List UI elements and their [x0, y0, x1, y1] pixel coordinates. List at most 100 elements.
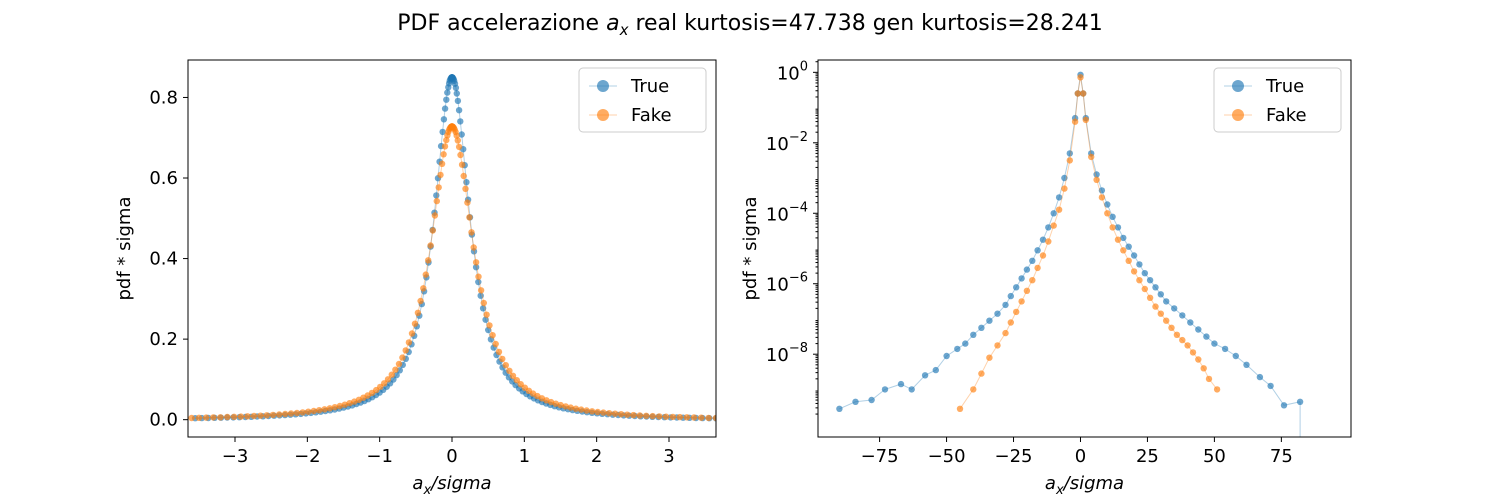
linear-y-tick-label: 0.6 [149, 168, 178, 189]
log-x-tick-label: 25 [1136, 446, 1159, 467]
linear-x-tick-label: −2 [294, 446, 321, 467]
linear-x-tick-label: 3 [663, 446, 674, 467]
log-true-point [1039, 236, 1047, 243]
linear-x-tick-label: 0 [446, 446, 457, 467]
linear-true-point [439, 128, 446, 136]
linear-true-point [479, 305, 487, 312]
log-y-axis-label: pdf * sigma [740, 196, 761, 300]
log-y-tick-label: 10−2 [766, 130, 808, 155]
linear-fake-point [480, 299, 487, 307]
linear-true-point [444, 89, 451, 96]
log-true-point [1211, 340, 1218, 347]
log-fake-point [1189, 349, 1197, 356]
linear-fake-point [257, 412, 264, 419]
linear-true-point [454, 97, 462, 105]
x-label-subscript: x [1055, 483, 1064, 498]
linear-fake-point [429, 227, 436, 234]
log-fake-point [1157, 310, 1165, 317]
log-true-point [1104, 201, 1111, 208]
linear-fake-point [433, 197, 440, 205]
linear-fake-point [440, 151, 447, 158]
linear-fake-point [405, 339, 413, 346]
log-true-point [1125, 243, 1132, 250]
linear-fake-point [381, 380, 388, 387]
linear-fake-point [414, 309, 422, 316]
linear-x-tick-label: −3 [222, 446, 249, 467]
linear-fake-point [506, 367, 513, 374]
linear-fake-point [690, 414, 698, 421]
linear-fake-point [326, 405, 333, 412]
tick-base: 10 [777, 63, 800, 84]
log-true-point [1029, 257, 1036, 264]
log-fake-point [970, 386, 977, 393]
log-true-point [994, 310, 1001, 317]
log-fake-point [978, 370, 985, 377]
log-fake-point [1050, 222, 1057, 229]
linear-fake-point [455, 143, 463, 151]
linear-fake-point [676, 413, 683, 421]
log-true-point [1157, 291, 1165, 298]
legend-label-fake: Fake [1266, 105, 1307, 126]
linear-true-point [443, 96, 450, 103]
linear-fake-point [293, 409, 301, 417]
log-true-point [1066, 150, 1074, 157]
x-label-symbol: a [1045, 473, 1056, 494]
linear-x-tick-label: −1 [366, 446, 393, 467]
log-true-point [970, 331, 977, 338]
log-true-point [1163, 298, 1170, 305]
linear-fake-point [617, 411, 625, 418]
log-y-tick-label: 100 [777, 59, 808, 84]
linear-fake-point [492, 340, 499, 348]
linear-fake-point [431, 212, 439, 219]
linear-fake-point [305, 408, 312, 415]
linear-fake-point [299, 409, 306, 416]
log-true-point [1232, 352, 1240, 360]
linear-fake-point [656, 413, 663, 420]
linear-fake-point [244, 413, 251, 420]
log-fake-point [1125, 257, 1132, 264]
tick-base: 10 [766, 345, 789, 366]
linear-fake-point [282, 410, 289, 418]
log-true-point [954, 345, 961, 353]
linear-fake-point [578, 406, 585, 413]
log-fake-point [1061, 185, 1068, 192]
log-true-point [1195, 326, 1202, 333]
linear-fake-point [683, 414, 691, 421]
log-fake-point [956, 405, 964, 412]
log-fake-point [1082, 116, 1090, 124]
log-true-point [1055, 194, 1063, 201]
linear-fake-point [316, 407, 323, 414]
tick-base: 10 [766, 134, 789, 155]
linear-fake-point [669, 413, 677, 421]
log-data-layer [836, 71, 1304, 437]
linear-fake-point [230, 413, 238, 420]
linear-fake-point [411, 320, 419, 327]
linear-fake-point [624, 411, 631, 418]
linear-fake-point [458, 161, 466, 168]
log-true-point [836, 405, 843, 412]
tick-exponent: −6 [789, 271, 808, 286]
legend-marker [597, 80, 609, 92]
log-y-tick-label: 10−4 [766, 200, 808, 225]
tick-exponent: −2 [789, 130, 808, 145]
log-fake-point [1039, 252, 1047, 259]
log-fake-point [1146, 294, 1154, 301]
log-true-point [921, 372, 929, 379]
log-true-point [1146, 277, 1154, 284]
linear-fake-point [583, 407, 590, 414]
linear-fake-point [572, 405, 580, 412]
linear-fake-point [509, 372, 517, 379]
linear-true-point [477, 292, 484, 299]
log-fake-point [1205, 375, 1213, 383]
linear-fake-point [321, 406, 328, 413]
log-axes-frame [817, 59, 1352, 438]
legend-marker [597, 109, 609, 121]
figure-title: PDF accelerazione ax real kurtosis=47.73… [397, 11, 1102, 39]
log-true-point [1171, 305, 1178, 312]
linear-fake-point [425, 257, 432, 264]
legend-marker [1232, 80, 1244, 92]
log-fake-point [1071, 118, 1079, 125]
linear-fake-point [217, 414, 224, 421]
log-fake-point [1173, 331, 1181, 338]
log-fake-point [1168, 324, 1175, 331]
